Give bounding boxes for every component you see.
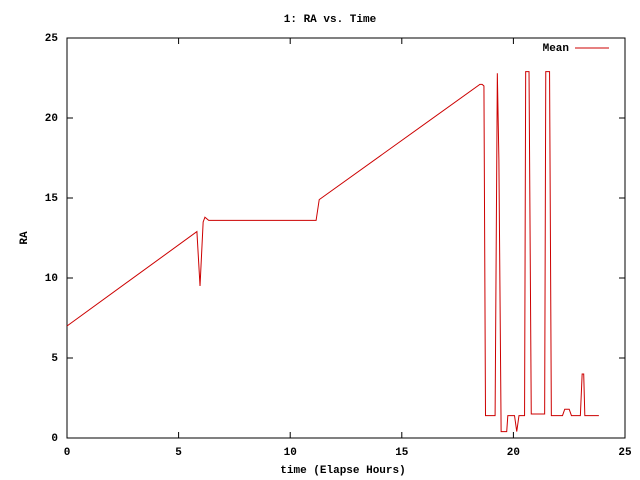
- x-tick-label: 15: [395, 447, 409, 459]
- y-tick-label: 0: [51, 433, 58, 445]
- y-tick-label: 20: [45, 113, 58, 125]
- y-tick-label: 15: [45, 193, 59, 205]
- data-line: [66, 71, 599, 433]
- x-tick-label: 5: [175, 447, 182, 459]
- y-tick-label: 10: [45, 273, 58, 285]
- x-tick-label: 25: [618, 447, 632, 459]
- x-tick-label: 0: [64, 447, 71, 459]
- legend-label: Mean: [543, 43, 569, 55]
- y-tick-label: 5: [51, 353, 58, 365]
- plot-frame: [66, 37, 626, 439]
- x-tick-label: 10: [284, 447, 297, 459]
- x-axis-label: time (Elapse Hours): [280, 465, 405, 477]
- chart-title: 1: RA vs. Time: [284, 14, 377, 26]
- y-axis-label: RA: [19, 231, 31, 245]
- y-tick-label: 25: [45, 33, 59, 45]
- x-tick-label: 20: [507, 447, 520, 459]
